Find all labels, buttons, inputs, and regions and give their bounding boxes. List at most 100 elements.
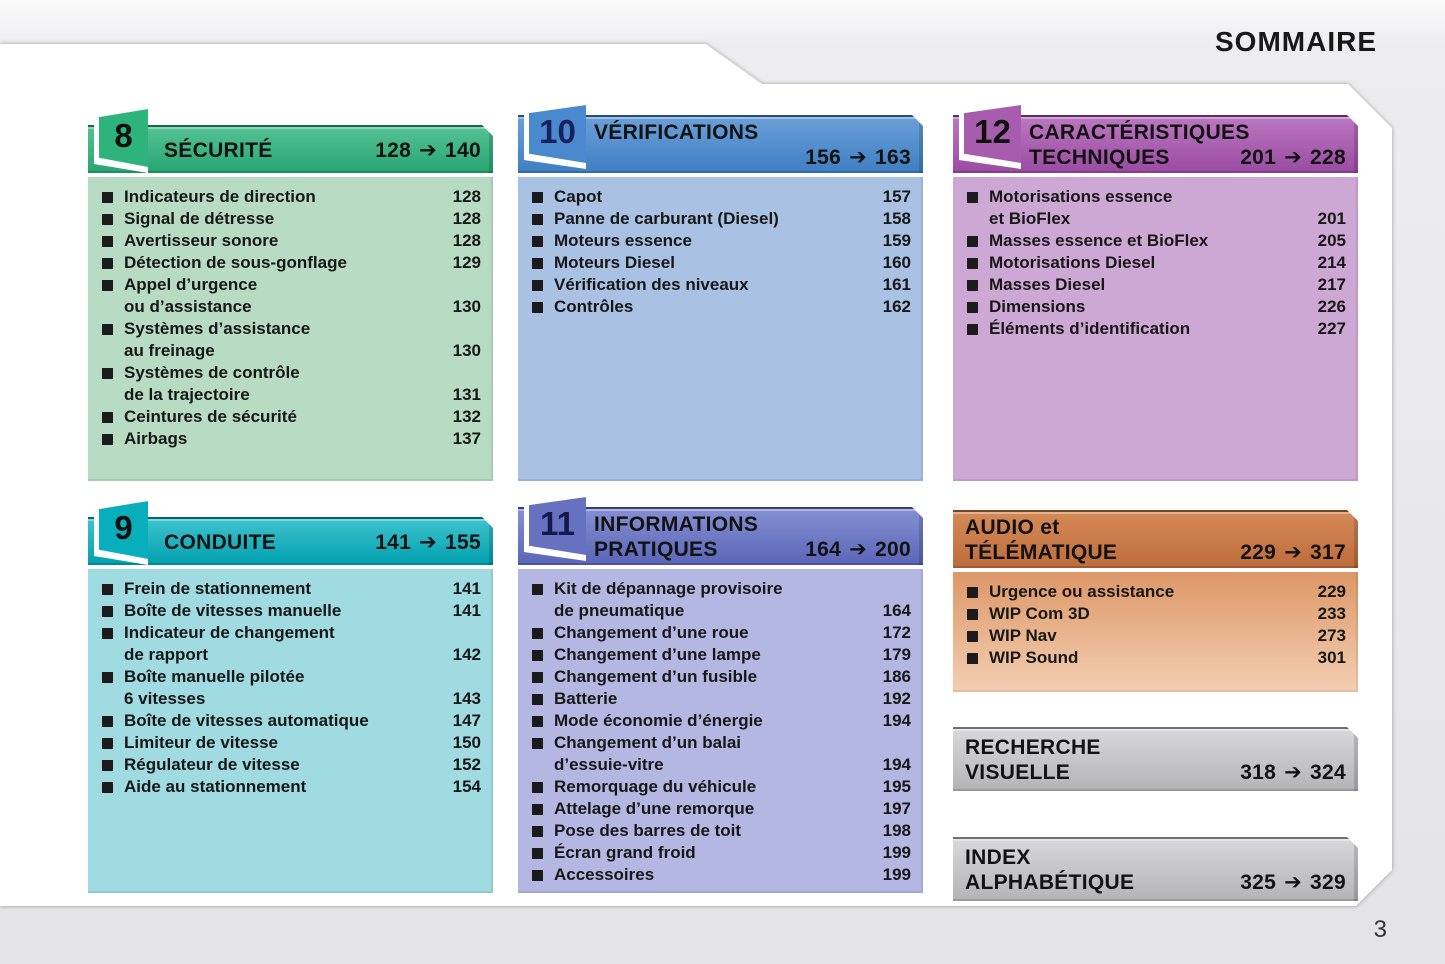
arrow-icon: ➔ [1284, 870, 1303, 894]
toc-item[interactable]: WIP Com 3D 233 [965, 603, 1346, 625]
toc-item-page: 159 [882, 231, 911, 250]
toc-item-page: 233 [1317, 604, 1346, 623]
toc-item-page: 301 [1317, 648, 1346, 667]
toc-item[interactable]: Ceintures de sécurité 132 [100, 406, 481, 428]
arrow-icon: ➔ [1284, 145, 1303, 169]
toc-item-page: 132 [452, 407, 481, 426]
section-page-range: 325 ➔ 329 [1240, 870, 1346, 894]
toc-item[interactable]: Contrôles 162 [530, 296, 911, 318]
index-alphabetique-box[interactable]: INDEX ALPHABÉTIQUE 325 ➔ 329 [953, 837, 1358, 901]
toc-item-label: Moteurs Diesel [554, 253, 675, 272]
section-header-recherche-visuelle[interactable]: RECHERCHE VISUELLE 318 ➔ 324 [953, 727, 1358, 791]
toc-item[interactable]: Airbags 137 [100, 428, 481, 450]
toc-item[interactable]: Accessoires 199 [530, 864, 911, 886]
bullet-icon [967, 192, 978, 203]
section-number-plate: 8 [94, 109, 148, 173]
section-box-caracteristiques-techniques: 12 CARACTÉRISTIQUES TECHNIQUES 201 ➔ 228 M… [953, 105, 1358, 481]
toc-item[interactable]: Masses essence et BioFlex 205 [965, 230, 1346, 252]
toc-item[interactable]: Signal de détresse 128 [100, 208, 481, 230]
toc-item[interactable]: Kit de dépannage provisoire de pneumatiqu… [530, 578, 911, 622]
toc-item[interactable]: WIP Sound 301 [965, 647, 1346, 669]
toc-item[interactable]: Urgence ou assistance 229 [965, 581, 1346, 603]
toc-item[interactable]: Aide au stationnement 154 [100, 776, 481, 798]
toc-item[interactable]: Panne de carburant (Diesel) 158 [530, 208, 911, 230]
toc-item[interactable]: Motorisations Diesel 214 [965, 252, 1346, 274]
toc-item-page: 201 [1317, 209, 1346, 228]
section-number: 8 [114, 117, 133, 154]
toc-item[interactable]: Masses Diesel 217 [965, 274, 1346, 296]
toc-item-page: 152 [452, 755, 481, 774]
bullet-icon [102, 606, 113, 617]
toc-item[interactable]: Indicateurs de direction 128 [100, 186, 481, 208]
bullet-icon [532, 782, 543, 793]
toc-item-label: Contrôles [554, 297, 634, 316]
toc-item[interactable]: Vérification des niveaux 161 [530, 274, 911, 296]
toc-item[interactable]: Pose des barres de toit 198 [530, 820, 911, 842]
toc-item[interactable]: Appel d’urgence ou d’assistance 130 [100, 274, 481, 318]
bullet-icon [532, 826, 543, 837]
section-header-audio-telematique[interactable]: AUDIO et TÉLÉMATIQUE 229 ➔ 317 [953, 510, 1358, 568]
bullet-icon [532, 280, 543, 291]
toc-item[interactable]: Attelage d’une remorque 197 [530, 798, 911, 820]
toc-item[interactable]: Moteurs essence 159 [530, 230, 911, 252]
section-items-audio: Urgence ou assistance 229 WIP Com 3D 233… [953, 572, 1358, 692]
recherche-visuelle-box[interactable]: RECHERCHE VISUELLE 318 ➔ 324 [953, 727, 1358, 791]
arrow-icon: ➔ [419, 529, 438, 554]
section-title-line2: TECHNIQUES [1029, 146, 1170, 169]
toc-item[interactable]: Détection de sous-gonflage 129 [100, 252, 481, 274]
toc-item-label: Changement d’un balai d’essuie-vitre [554, 733, 742, 774]
toc-item[interactable]: Capot 157 [530, 186, 911, 208]
bullet-icon [102, 716, 113, 727]
toc-item[interactable]: Éléments d’identification 227 [965, 318, 1346, 340]
toc-item[interactable]: Changement d’une roue 172 [530, 622, 911, 644]
toc-item-label: Urgence ou assistance [989, 582, 1175, 601]
section-header-securite[interactable]: SÉCURITÉ 128 ➔ 140 [88, 125, 493, 173]
section-title-line2: PRATIQUES [594, 538, 718, 561]
toc-item[interactable]: Frein de stationnement 141 [100, 578, 481, 600]
toc-item-label: Régulateur de vitesse [124, 755, 300, 774]
bullet-icon [102, 214, 113, 225]
toc-item[interactable]: Indicateur de changement de rapport 142 [100, 622, 481, 666]
toc-item-label: Écran grand froid [554, 843, 696, 862]
toc-item-page: 199 [882, 843, 911, 862]
toc-item[interactable]: Limiteur de vitesse 150 [100, 732, 481, 754]
toc-item[interactable]: Boîte de vitesses manuelle 141 [100, 600, 481, 622]
toc-item[interactable]: Écran grand froid 199 [530, 842, 911, 864]
toc-item-page: 160 [882, 253, 911, 272]
toc-item[interactable]: WIP Nav 273 [965, 625, 1346, 647]
bullet-icon [967, 587, 978, 598]
toc-item[interactable]: Boîte de vitesses automatique 147 [100, 710, 481, 732]
section-header-index-alphabetique[interactable]: INDEX ALPHABÉTIQUE 325 ➔ 329 [953, 837, 1358, 901]
toc-item[interactable]: Motorisations essence et BioFlex 201 [965, 186, 1346, 230]
bullet-icon [102, 280, 113, 291]
toc-item[interactable]: Avertisseur sonore 128 [100, 230, 481, 252]
toc-item[interactable]: Mode économie d’énergie 194 [530, 710, 911, 732]
toc-item-label: Frein de stationnement [124, 579, 312, 598]
toc-item-page: 131 [452, 385, 481, 404]
section-number: 12 [974, 113, 1011, 150]
toc-item[interactable]: Changement d’un balai d’essuie-vitre 194 [530, 732, 911, 776]
toc-item[interactable]: Changement d’une lampe 179 [530, 644, 911, 666]
section-items-informations-pratiques: Kit de dépannage provisoire de pneumatiqu… [518, 569, 923, 893]
toc-item-label: Pose des barres de toit [554, 821, 742, 840]
toc-item[interactable]: Régulateur de vitesse 152 [100, 754, 481, 776]
toc-item-label: Attelage d’une remorque [554, 799, 755, 818]
toc-item[interactable]: Remorquage du véhicule 195 [530, 776, 911, 798]
section-page-range: 201 ➔ 228 [1240, 145, 1346, 169]
bullet-icon [102, 782, 113, 793]
toc-item[interactable]: Moteurs Diesel 160 [530, 252, 911, 274]
toc-item-label: Moteurs essence [554, 231, 692, 250]
toc-item[interactable]: Systèmes d’assistance au freinage 130 [100, 318, 481, 362]
toc-item[interactable]: Dimensions 226 [965, 296, 1346, 318]
toc-item[interactable]: Batterie 192 [530, 688, 911, 710]
toc-item[interactable]: Changement d’un fusible 186 [530, 666, 911, 688]
toc-item-label: Accessoires [554, 865, 655, 884]
bullet-icon [102, 324, 113, 335]
toc-item[interactable]: Boîte manuelle pilotée 6 vitesses 143 [100, 666, 481, 710]
toc-item-page: 141 [452, 601, 481, 620]
section-items-conduite: Frein de stationnement 141 Boîte de vite… [88, 569, 493, 893]
toc-item[interactable]: Systèmes de contrôle de la trajectoire 13… [100, 362, 481, 406]
section-header-conduite[interactable]: CONDUITE 141 ➔ 155 [88, 517, 493, 565]
toc-item-label: Boîte manuelle pilotée 6 vitesses [124, 667, 305, 708]
toc-item-label: Indicateur de changement de rapport [124, 623, 335, 664]
